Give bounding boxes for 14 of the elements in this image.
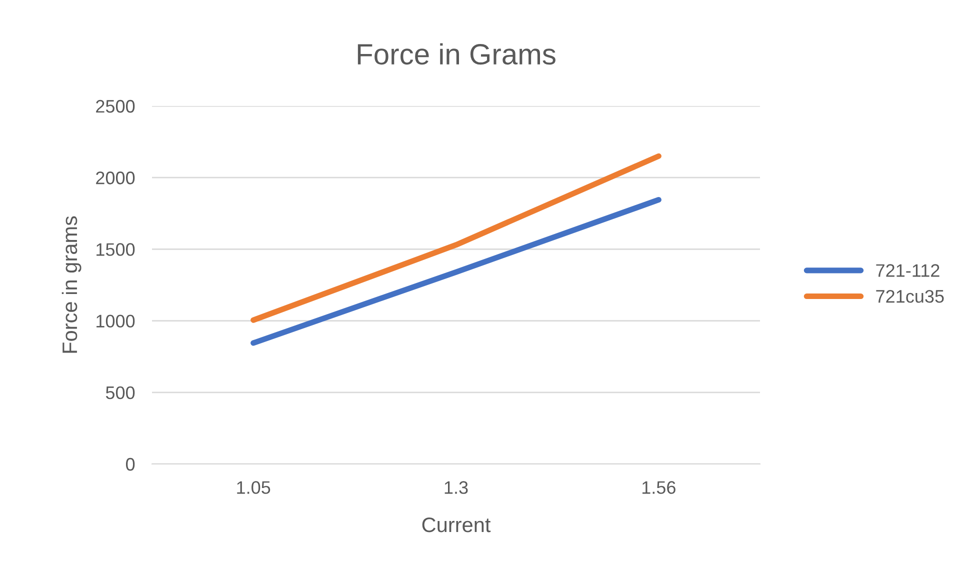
y-tick-label: 1000	[96, 314, 135, 328]
y-axis-title: Force in grams	[62, 216, 82, 353]
x-tick-label: 1.3	[444, 481, 468, 494]
legend-label: 721-112	[876, 264, 940, 277]
y-tick-label: 1500	[96, 243, 135, 256]
x-axis-title: Current	[422, 517, 491, 532]
x-tick-label: 1.56	[642, 481, 676, 494]
y-tick-label: 500	[106, 386, 135, 400]
y-tick-label: 0	[126, 458, 135, 471]
y-tick-label: 2500	[96, 100, 135, 113]
y-tick-label: 2000	[96, 172, 135, 184]
x-tick-label: 1.05	[237, 481, 270, 494]
chart-title: Force in Grams	[358, 43, 556, 65]
legend-label: 721cu35	[876, 290, 944, 303]
